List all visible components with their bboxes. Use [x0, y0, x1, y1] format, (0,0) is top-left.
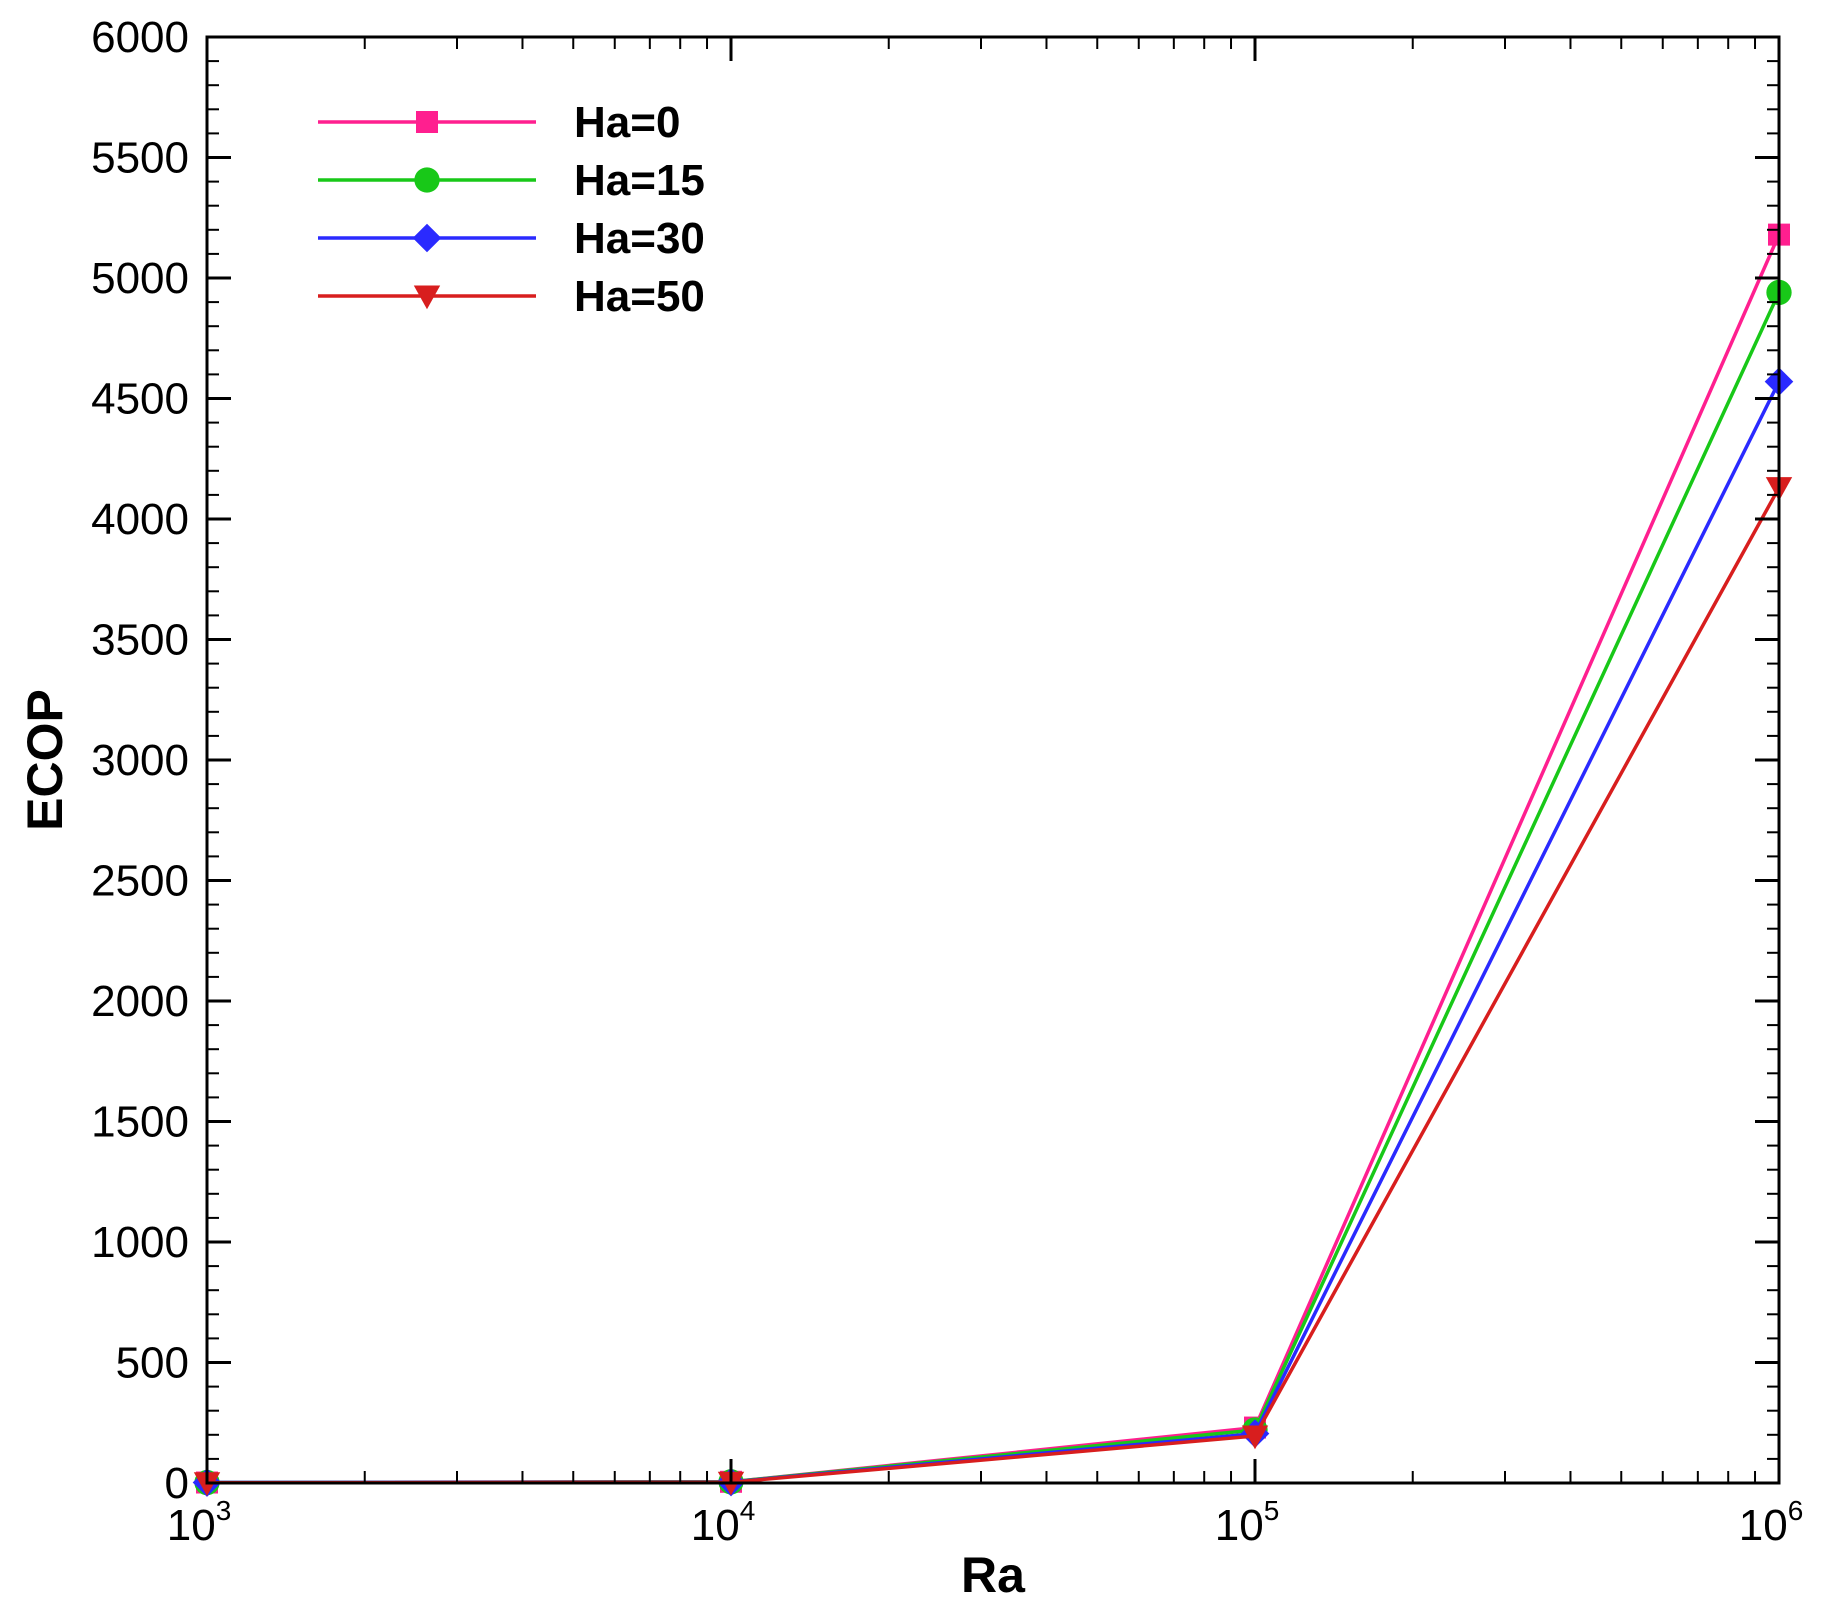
y-tick-label: 2500: [91, 857, 189, 906]
x-tick-label-exponent: 4: [740, 1495, 756, 1526]
legend-marker: [412, 223, 442, 253]
x-tick-label-exponent: 5: [1264, 1495, 1280, 1526]
legend-marker: [413, 285, 441, 310]
x-tick-label: 103: [167, 1495, 232, 1550]
y-tick-label: 2000: [91, 977, 189, 1026]
legend-item: Ha=0: [318, 98, 680, 147]
x-tick-label-base: 10: [691, 1501, 740, 1550]
x-tick-label-exponent: 6: [1788, 1495, 1804, 1526]
y-tick-label: 4500: [91, 375, 189, 424]
legend-label: Ha=15: [574, 156, 705, 205]
legend-item: Ha=50: [318, 272, 705, 321]
x-tick-label: 106: [1739, 1495, 1804, 1550]
legend-label: Ha=50: [574, 272, 705, 321]
y-tick-label: 4000: [91, 495, 189, 544]
legend-label: Ha=0: [574, 98, 680, 147]
legend-marker: [416, 111, 438, 133]
y-tick-label: 5000: [91, 254, 189, 303]
y-tick-label: 1000: [91, 1218, 189, 1267]
legend-item: Ha=30: [318, 214, 705, 263]
y-tick-label: 3000: [91, 736, 189, 785]
y-tick-label: 5500: [91, 134, 189, 183]
x-tick-label: 105: [1215, 1495, 1280, 1550]
x-tick-label-base: 10: [1739, 1501, 1788, 1550]
y-tick-label: 1500: [91, 1098, 189, 1147]
legend-item: Ha=15: [318, 156, 705, 205]
x-tick-label-exponent: 3: [216, 1495, 232, 1526]
y-tick-labels: 0 500 1000 1500 2000 2500 3000 3500 4000 4500 5000…: [91, 13, 189, 1508]
x-tick-label-base: 10: [1215, 1501, 1264, 1550]
y-tick-label: 0: [165, 1459, 189, 1508]
legend-marker: [414, 167, 440, 193]
data-point: [1241, 1425, 1269, 1450]
x-axis-title: Ra: [961, 1547, 1026, 1603]
x-tick-label-base: 10: [167, 1501, 216, 1550]
plot-frame: [205, 35, 1781, 1485]
y-tick-label: 500: [116, 1339, 189, 1388]
y-tick-label: 3500: [91, 616, 189, 665]
y-axis-title: ECOP: [17, 689, 73, 831]
x-tick-label: 104: [691, 1495, 756, 1550]
legend: Ha=0 Ha=15 Ha=30 Ha=50: [318, 98, 705, 321]
x-tick-labels: 103 104 105 106: [167, 1495, 1804, 1550]
y-tick-label: 6000: [91, 13, 189, 62]
legend-label: Ha=30: [574, 214, 705, 263]
minor-ticks: [207, 37, 1779, 1483]
